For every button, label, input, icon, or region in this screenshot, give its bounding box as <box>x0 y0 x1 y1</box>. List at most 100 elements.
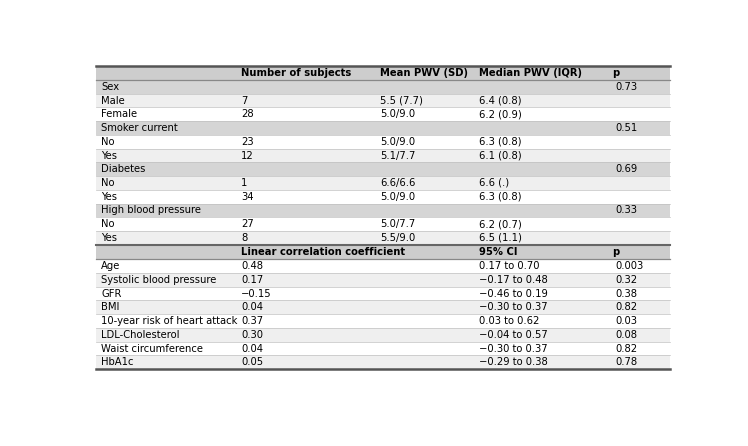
Text: 0.30: 0.30 <box>242 330 263 340</box>
Text: 0.82: 0.82 <box>615 343 637 354</box>
Text: Yes: Yes <box>101 150 117 161</box>
Bar <box>96 121 670 135</box>
Text: No: No <box>101 178 114 188</box>
Text: 5.5/9.0: 5.5/9.0 <box>381 233 416 243</box>
Text: Systolic blood pressure: Systolic blood pressure <box>101 275 216 285</box>
Text: 0.38: 0.38 <box>615 289 637 298</box>
Text: 0.03: 0.03 <box>615 316 637 326</box>
Text: 0.33: 0.33 <box>615 206 637 215</box>
Text: Male: Male <box>101 95 125 106</box>
Text: LDL-Cholesterol: LDL-Cholesterol <box>101 330 180 340</box>
Text: 0.003: 0.003 <box>615 261 643 271</box>
Bar <box>96 176 670 190</box>
Text: 23: 23 <box>242 137 254 147</box>
Text: Yes: Yes <box>101 192 117 202</box>
Text: 8: 8 <box>242 233 248 243</box>
Text: 6.2 (0.7): 6.2 (0.7) <box>479 219 522 229</box>
Text: 5.0/7.7: 5.0/7.7 <box>381 219 416 229</box>
Text: p: p <box>613 68 619 78</box>
Bar <box>96 66 670 80</box>
Text: 0.78: 0.78 <box>615 357 637 367</box>
Text: Sex: Sex <box>101 82 119 92</box>
Text: 0.73: 0.73 <box>615 82 637 92</box>
Text: 5.1/7.7: 5.1/7.7 <box>381 150 416 161</box>
Text: BMI: BMI <box>101 302 120 312</box>
Text: 0.17: 0.17 <box>242 275 263 285</box>
Text: 0.17 to 0.70: 0.17 to 0.70 <box>479 261 539 271</box>
Text: 6.1 (0.8): 6.1 (0.8) <box>479 150 521 161</box>
Bar <box>96 342 670 355</box>
Bar <box>96 231 670 245</box>
Text: 28: 28 <box>242 109 254 120</box>
Text: 0.37: 0.37 <box>242 316 263 326</box>
Bar <box>96 314 670 328</box>
Text: GFR: GFR <box>101 289 121 298</box>
Text: 5.5 (7.7): 5.5 (7.7) <box>381 95 423 106</box>
Text: 95% CI: 95% CI <box>479 247 518 257</box>
Text: Linear correlation coefficient: Linear correlation coefficient <box>242 247 405 257</box>
Text: Median PWV (IQR): Median PWV (IQR) <box>479 68 582 78</box>
Text: −0.29 to 0.38: −0.29 to 0.38 <box>479 357 548 367</box>
Text: −0.46 to 0.19: −0.46 to 0.19 <box>479 289 548 298</box>
Bar <box>96 287 670 301</box>
Text: 0.04: 0.04 <box>242 302 263 312</box>
Bar <box>96 203 670 217</box>
Bar <box>96 217 670 231</box>
Text: 6.6/6.6: 6.6/6.6 <box>381 178 416 188</box>
Text: 6.4 (0.8): 6.4 (0.8) <box>479 95 521 106</box>
Bar <box>96 259 670 273</box>
Text: Mean PWV (SD): Mean PWV (SD) <box>381 68 468 78</box>
Text: 6.5 (1.1): 6.5 (1.1) <box>479 233 522 243</box>
Bar <box>96 190 670 203</box>
Text: 5.0/9.0: 5.0/9.0 <box>381 137 416 147</box>
Bar <box>96 162 670 176</box>
Text: p: p <box>613 247 619 257</box>
Text: Age: Age <box>101 261 120 271</box>
Text: −0.30 to 0.37: −0.30 to 0.37 <box>479 343 548 354</box>
Bar <box>96 80 670 94</box>
Text: 1: 1 <box>242 178 248 188</box>
Text: Diabetes: Diabetes <box>101 164 145 174</box>
Bar <box>96 94 670 107</box>
Text: Smoker current: Smoker current <box>101 123 178 133</box>
Bar <box>96 135 670 149</box>
Text: 0.03 to 0.62: 0.03 to 0.62 <box>479 316 539 326</box>
Text: Yes: Yes <box>101 233 117 243</box>
Text: 0.05: 0.05 <box>242 357 263 367</box>
Text: 12: 12 <box>242 150 254 161</box>
Text: Female: Female <box>101 109 137 120</box>
Text: −0.17 to 0.48: −0.17 to 0.48 <box>479 275 548 285</box>
Text: −0.15: −0.15 <box>242 289 272 298</box>
Bar <box>96 355 670 369</box>
Bar <box>96 245 670 259</box>
Text: 0.82: 0.82 <box>615 302 637 312</box>
Text: No: No <box>101 137 114 147</box>
Bar <box>96 273 670 287</box>
Text: No: No <box>101 219 114 229</box>
Bar <box>96 328 670 342</box>
Text: 6.3 (0.8): 6.3 (0.8) <box>479 137 521 147</box>
Text: High blood pressure: High blood pressure <box>101 206 201 215</box>
Text: 7: 7 <box>242 95 248 106</box>
Text: 34: 34 <box>242 192 254 202</box>
Text: 6.3 (0.8): 6.3 (0.8) <box>479 192 521 202</box>
Text: HbA1c: HbA1c <box>101 357 134 367</box>
Bar <box>96 301 670 314</box>
Text: −0.04 to 0.57: −0.04 to 0.57 <box>479 330 548 340</box>
Text: 0.48: 0.48 <box>242 261 263 271</box>
Text: 0.32: 0.32 <box>615 275 637 285</box>
Text: 0.08: 0.08 <box>615 330 637 340</box>
Text: 0.04: 0.04 <box>242 343 263 354</box>
Text: −0.30 to 0.37: −0.30 to 0.37 <box>479 302 548 312</box>
Text: 10-year risk of heart attack: 10-year risk of heart attack <box>101 316 237 326</box>
Text: 0.69: 0.69 <box>615 164 637 174</box>
Text: 0.51: 0.51 <box>615 123 637 133</box>
Text: 6.6 (.): 6.6 (.) <box>479 178 509 188</box>
Text: Number of subjects: Number of subjects <box>242 68 352 78</box>
Bar <box>96 107 670 121</box>
Text: 5.0/9.0: 5.0/9.0 <box>381 192 416 202</box>
Bar <box>96 149 670 162</box>
Text: Waist circumference: Waist circumference <box>101 343 203 354</box>
Text: 27: 27 <box>242 219 254 229</box>
Text: 5.0/9.0: 5.0/9.0 <box>381 109 416 120</box>
